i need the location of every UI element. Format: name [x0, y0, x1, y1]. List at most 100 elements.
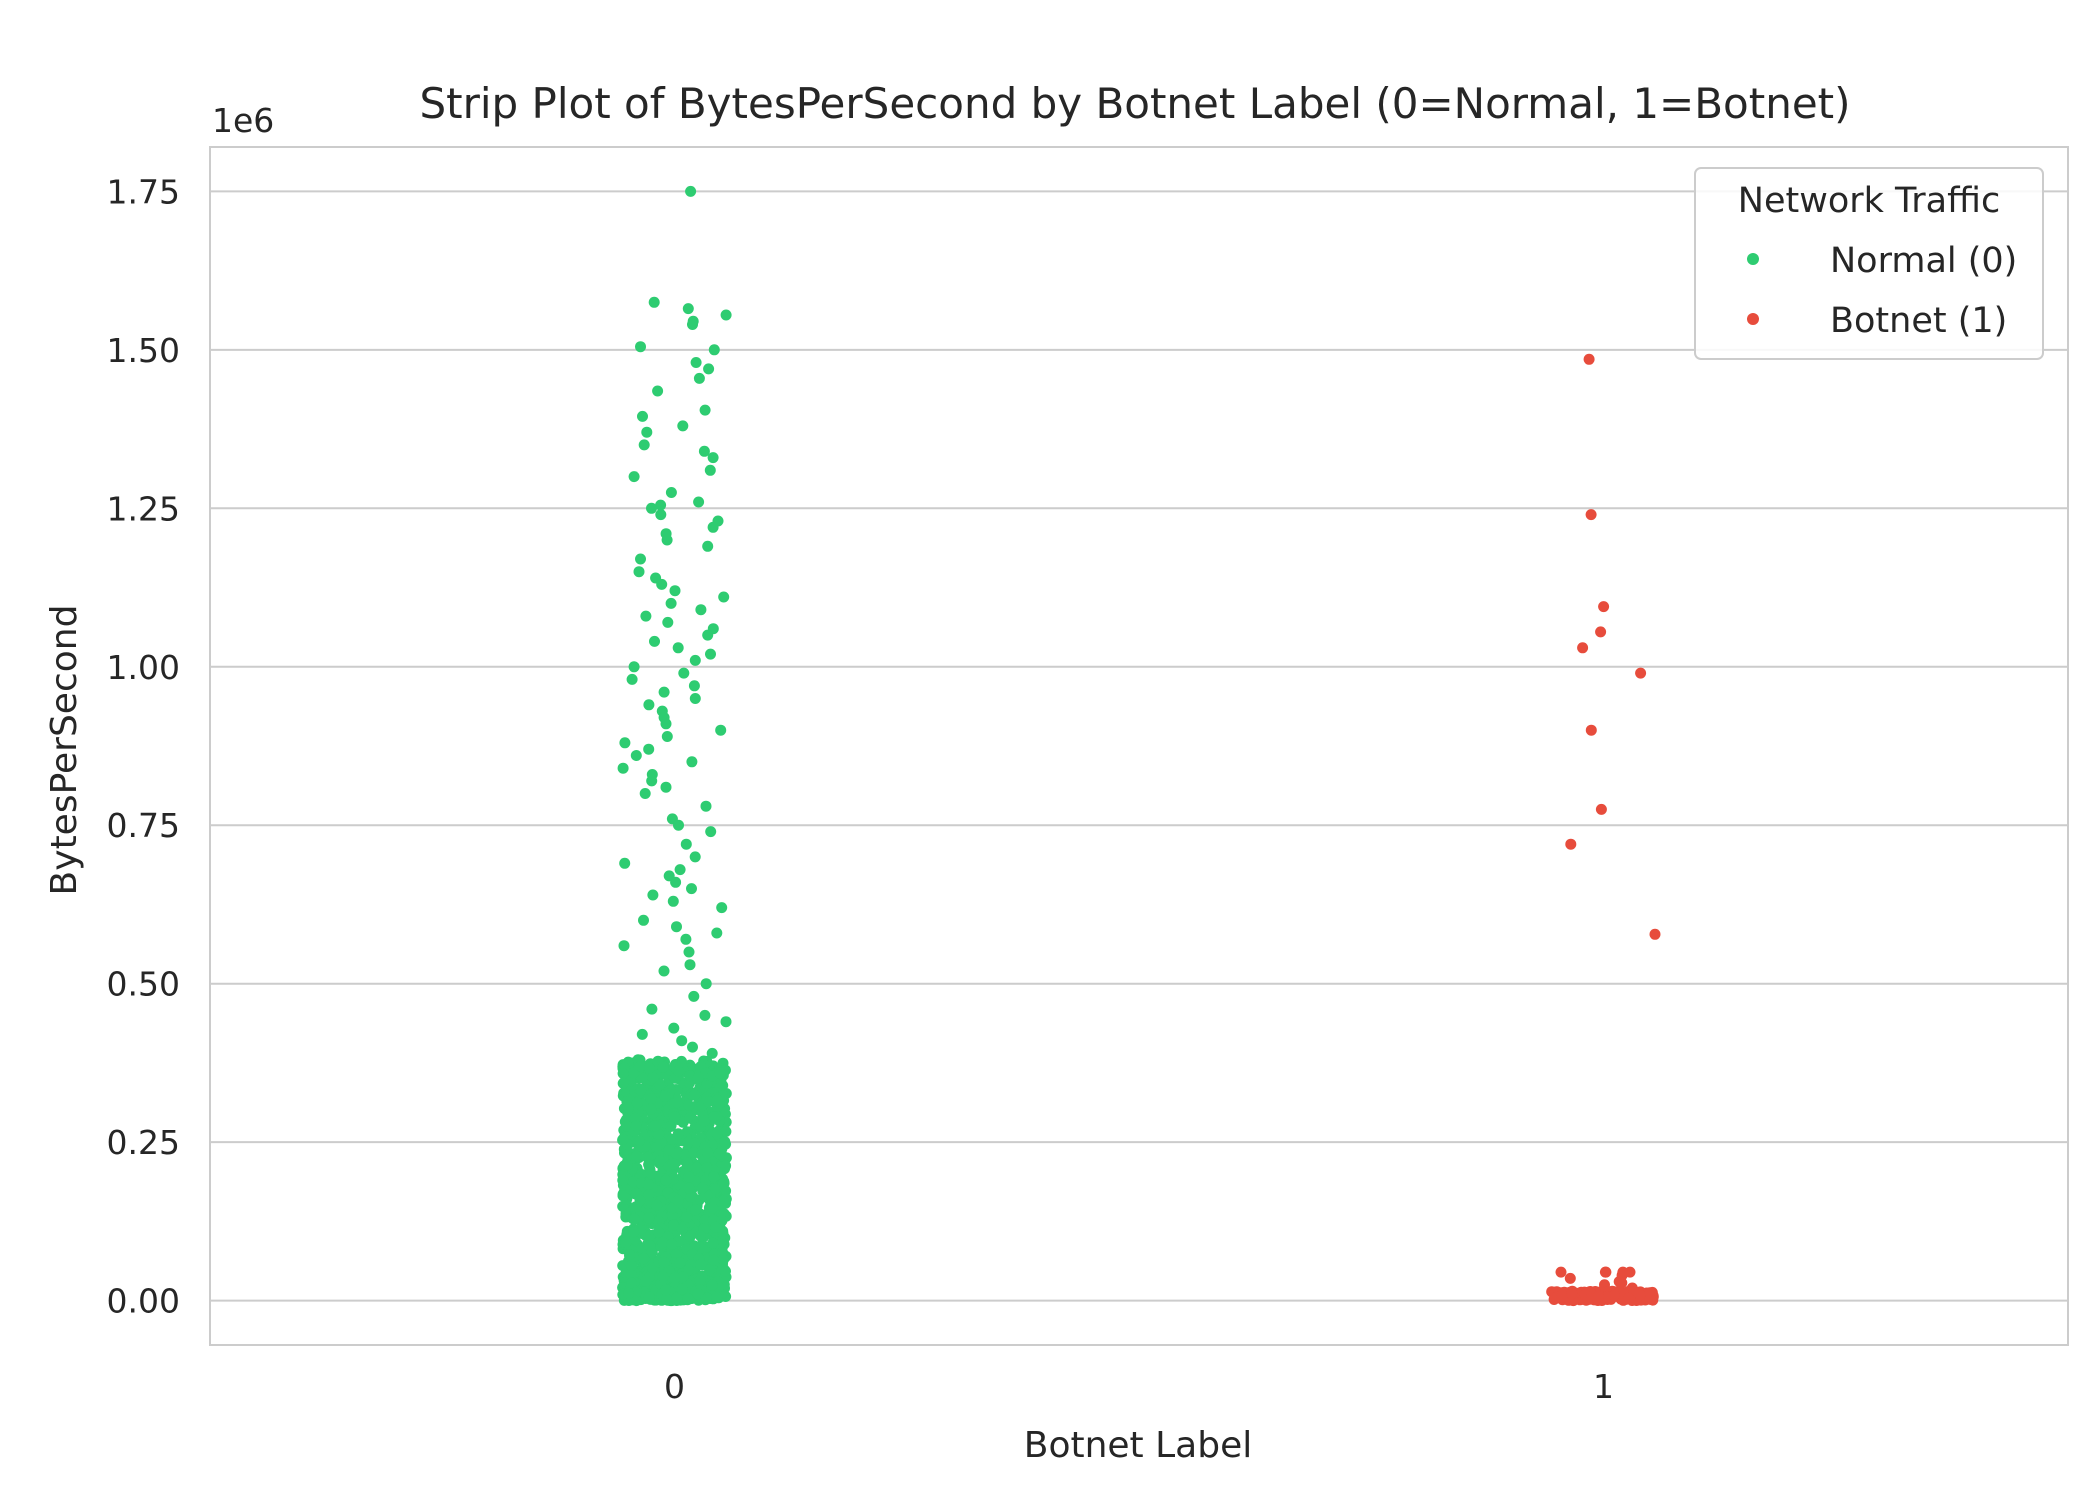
y-tick-label: 0.25	[107, 1123, 180, 1162]
data-point-normal	[673, 1065, 685, 1077]
data-point-normal	[688, 680, 700, 692]
data-point-normal	[697, 1182, 708, 1194]
data-point-normal	[703, 1096, 715, 1108]
data-point-normal	[618, 940, 630, 952]
data-point-normal	[676, 1035, 688, 1047]
data-point-normal	[630, 1120, 642, 1132]
data-point-normal	[621, 1159, 633, 1171]
data-point-normal	[617, 1077, 629, 1089]
data-point-normal	[708, 1171, 720, 1183]
data-point-normal	[689, 1089, 701, 1101]
data-point-normal	[655, 509, 667, 521]
data-point-normal	[705, 648, 716, 660]
data-point-normal	[718, 591, 730, 603]
data-point-normal	[686, 883, 697, 895]
data-point-normal	[617, 1134, 629, 1145]
data-point-normal	[694, 1230, 706, 1242]
data-point-normal	[708, 344, 720, 356]
data-point-normal	[691, 1162, 703, 1174]
data-point-normal	[647, 1072, 659, 1084]
data-point-normal	[669, 1272, 681, 1284]
data-point-botnet	[1577, 642, 1589, 654]
data-point-normal	[658, 1256, 670, 1268]
data-point-normal	[689, 693, 701, 704]
data-point-normal	[669, 1111, 681, 1123]
data-point-botnet	[1649, 928, 1661, 940]
y-tick-label: 1.50	[107, 331, 180, 370]
data-point-normal	[710, 1221, 722, 1233]
data-point-normal	[617, 1068, 629, 1079]
legend: Network Traffic Normal (0) Botnet (1)	[1694, 167, 2044, 360]
data-point-normal	[694, 1275, 706, 1287]
y-axis-offset-label: 1e6	[212, 101, 274, 140]
data-point-botnet	[1555, 1266, 1567, 1278]
data-point-botnet	[1595, 803, 1607, 815]
data-point-botnet	[1623, 1292, 1635, 1304]
data-point-normal	[665, 597, 677, 609]
data-point-normal	[624, 1249, 636, 1261]
data-point-normal	[680, 933, 692, 945]
data-point-normal	[668, 1022, 680, 1034]
data-point-botnet	[1598, 601, 1610, 613]
data-point-normal	[660, 718, 672, 730]
data-point-normal	[704, 464, 716, 476]
legend-marker-botnet	[1747, 313, 1759, 325]
data-point-normal	[631, 1097, 643, 1109]
data-point-normal	[635, 1084, 647, 1096]
data-point-normal	[636, 1072, 648, 1084]
data-point-normal	[628, 471, 640, 483]
data-point-normal	[643, 1212, 655, 1224]
data-point-normal	[660, 1175, 672, 1186]
y-axis-label: BytesPerSecond	[44, 605, 85, 896]
data-point-normal	[716, 902, 728, 914]
data-point-normal	[670, 1248, 682, 1260]
data-point-normal	[656, 578, 668, 590]
data-point-normal	[659, 1090, 671, 1102]
data-point-normal	[699, 1009, 711, 1021]
data-point-normal	[686, 756, 698, 768]
plot-area-frame	[209, 146, 2069, 1346]
data-point-normal	[692, 1072, 704, 1084]
data-point-normal	[672, 1194, 684, 1206]
data-point-normal	[645, 1103, 657, 1115]
data-point-botnet	[1585, 509, 1597, 521]
data-point-normal	[682, 1293, 694, 1305]
data-point-normal	[641, 426, 653, 438]
data-point-normal	[626, 1260, 638, 1272]
data-point-botnet	[1608, 1289, 1620, 1301]
data-point-normal	[636, 1028, 648, 1040]
data-point-normal	[647, 889, 659, 901]
data-point-botnet	[1583, 1293, 1595, 1305]
data-point-normal	[643, 743, 655, 755]
data-point-normal	[674, 864, 686, 876]
data-point-normal	[652, 385, 664, 397]
data-point-normal	[699, 404, 711, 416]
data-point-botnet	[1564, 1272, 1576, 1284]
chart-title: Strip Plot of BytesPerSecond by Botnet L…	[419, 79, 1850, 128]
data-point-normal	[711, 927, 723, 939]
data-point-normal	[684, 1230, 696, 1242]
data-point-normal	[677, 420, 689, 432]
data-point-normal	[645, 1093, 657, 1105]
data-point-normal	[646, 1003, 658, 1015]
data-point-normal	[653, 1226, 665, 1238]
data-point-botnet	[1585, 724, 1597, 736]
data-point-normal	[628, 661, 640, 673]
data-point-normal	[672, 1128, 684, 1140]
data-point-normal	[711, 1094, 723, 1106]
data-point-normal	[676, 1283, 688, 1295]
data-point-normal	[684, 1070, 696, 1082]
data-point-normal	[639, 788, 651, 799]
data-point-normal	[702, 629, 714, 641]
data-point-normal	[698, 1115, 710, 1127]
data-point-normal	[720, 309, 732, 321]
data-point-normal	[687, 319, 698, 330]
data-point-normal	[719, 1136, 731, 1148]
data-point-botnet	[1565, 838, 1577, 850]
data-point-normal	[628, 1226, 640, 1238]
data-point-normal	[720, 1160, 732, 1172]
data-point-normal	[638, 439, 650, 451]
data-point-normal	[667, 1202, 679, 1214]
data-point-normal	[660, 1284, 672, 1296]
data-point-normal	[701, 1162, 713, 1174]
